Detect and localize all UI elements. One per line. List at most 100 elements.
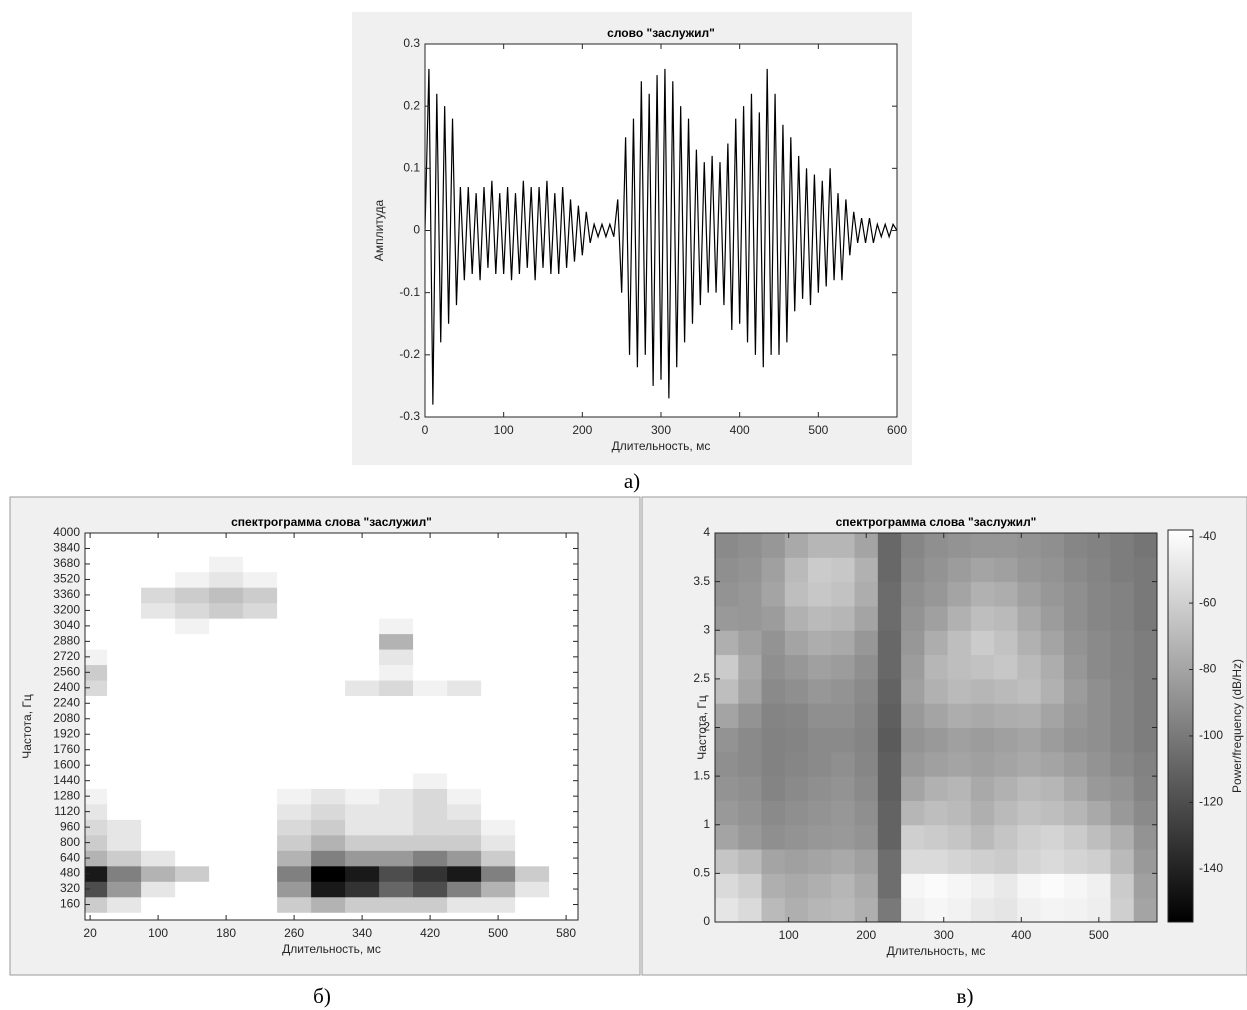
heat-cell bbox=[141, 726, 176, 743]
heat-cell bbox=[1040, 751, 1065, 777]
caption: а) bbox=[624, 469, 640, 493]
heat-cell bbox=[1063, 800, 1088, 826]
heat-cell bbox=[761, 751, 786, 777]
heat-cell bbox=[243, 711, 278, 727]
heat-cell bbox=[1133, 703, 1157, 728]
heat-cell bbox=[1133, 630, 1157, 656]
heat-cell bbox=[970, 873, 995, 899]
heat-cell bbox=[947, 776, 972, 801]
heat-cell bbox=[379, 680, 414, 697]
x-axis-label: Длительность, мс bbox=[282, 942, 381, 956]
heat-cell bbox=[738, 605, 763, 631]
heat-cell bbox=[1017, 703, 1042, 728]
heat-cell bbox=[175, 834, 210, 851]
heat-cell bbox=[481, 587, 516, 604]
heat-cell bbox=[761, 776, 786, 801]
heat-cell bbox=[738, 873, 763, 899]
heat-cell bbox=[85, 540, 108, 557]
heat-cell bbox=[243, 834, 278, 851]
heat-cell bbox=[243, 618, 278, 635]
heat-cell bbox=[175, 788, 210, 805]
y-tick-label: 2880 bbox=[53, 634, 80, 648]
heat-cell bbox=[1087, 800, 1111, 826]
heat-cell bbox=[715, 897, 739, 922]
y-tick-label: 160 bbox=[60, 897, 80, 911]
heat-cell bbox=[1063, 533, 1088, 558]
heat-cell bbox=[175, 803, 210, 820]
heat-cell bbox=[901, 703, 925, 728]
plot-data bbox=[425, 68, 897, 405]
heat-cell bbox=[209, 896, 244, 913]
heat-cell bbox=[413, 726, 448, 743]
heat-cell bbox=[447, 695, 482, 712]
heat-cell bbox=[901, 581, 925, 607]
heat-cell bbox=[831, 533, 856, 558]
heat-cell bbox=[107, 533, 142, 542]
heat-cell bbox=[994, 703, 1018, 728]
heat-cell bbox=[481, 819, 516, 836]
heat-cell bbox=[549, 741, 578, 758]
heat-cell bbox=[1133, 776, 1157, 801]
heat-cell bbox=[243, 726, 278, 743]
heat-cell bbox=[447, 741, 482, 758]
heat-cell bbox=[141, 788, 176, 805]
x-tick-label: 420 bbox=[420, 926, 440, 940]
heat-cell bbox=[738, 678, 763, 704]
heat-cell bbox=[1110, 581, 1135, 607]
heat-cell bbox=[738, 727, 763, 753]
heat-cell bbox=[243, 556, 278, 573]
heat-cell bbox=[141, 556, 176, 573]
heat-cell bbox=[877, 605, 902, 631]
heat-cell bbox=[761, 605, 786, 631]
heat-cell bbox=[447, 881, 482, 898]
heat-cell bbox=[277, 741, 312, 758]
heat-cell bbox=[831, 800, 856, 826]
y-tick-label: 2 bbox=[703, 720, 710, 734]
heat-cell bbox=[413, 803, 448, 820]
heat-cell bbox=[413, 834, 448, 851]
heat-cell bbox=[85, 602, 108, 619]
heat-cell bbox=[413, 664, 448, 681]
heat-cell bbox=[901, 800, 925, 826]
heat-cell bbox=[311, 772, 346, 789]
heat-cell bbox=[311, 587, 346, 604]
heat-cell bbox=[379, 850, 414, 867]
heat-cell bbox=[311, 850, 346, 867]
heat-cell bbox=[413, 850, 448, 867]
y-tick-label: 3680 bbox=[53, 556, 80, 570]
heat-cell bbox=[1017, 849, 1042, 874]
heat-cell bbox=[715, 678, 739, 704]
heat-cell bbox=[901, 751, 925, 777]
heat-cell bbox=[994, 751, 1018, 777]
x-tick-label: 340 bbox=[352, 926, 372, 940]
heat-cell bbox=[141, 819, 176, 836]
heat-cell bbox=[831, 727, 856, 753]
y-tick-label: 3840 bbox=[53, 541, 80, 555]
heat-cell bbox=[1017, 630, 1042, 656]
heat-cell bbox=[994, 654, 1018, 680]
heat-cell bbox=[107, 633, 142, 650]
y-tick-label: 4 bbox=[703, 525, 710, 539]
heat-cell bbox=[808, 630, 832, 656]
heat-cell bbox=[831, 678, 856, 704]
y-tick-label: 1760 bbox=[53, 742, 80, 756]
x-tick-label: 500 bbox=[488, 926, 508, 940]
heat-cell bbox=[994, 727, 1018, 753]
heat-cell bbox=[447, 726, 482, 743]
heat-cell bbox=[447, 587, 482, 604]
y-tick-label: 3520 bbox=[53, 572, 80, 586]
heat-cell bbox=[994, 557, 1018, 583]
heat-cell bbox=[345, 788, 380, 805]
heat-cell bbox=[549, 803, 578, 820]
heat-cell bbox=[413, 649, 448, 666]
heat-cell bbox=[141, 803, 176, 820]
heat-cell bbox=[924, 873, 949, 899]
heat-cell bbox=[311, 633, 346, 650]
colorbar bbox=[1167, 529, 1194, 923]
heat-cell bbox=[515, 788, 550, 805]
heat-cell bbox=[784, 678, 809, 704]
y-tick-label: 3040 bbox=[53, 618, 80, 632]
heat-cell bbox=[515, 757, 550, 774]
heat-cell bbox=[345, 803, 380, 820]
heat-cell bbox=[924, 776, 949, 801]
